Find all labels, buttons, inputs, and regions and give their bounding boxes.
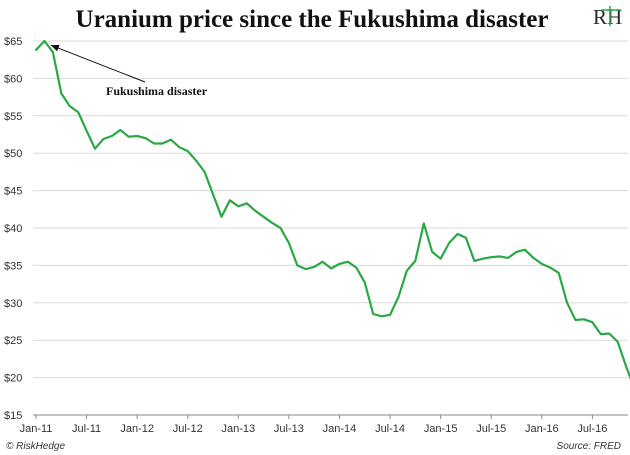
y-tick-label: $15 (4, 410, 22, 422)
x-tick-label: Jul-11 (72, 423, 101, 435)
annotation-label: Fukushima disaster (106, 84, 208, 98)
footer-source: Source: FRED (557, 441, 621, 452)
y-axis: $15 $20 $25 $30 $35 $40 $45 $50 $55 $60 $65 (4, 36, 22, 422)
y-tick-label: $45 (4, 186, 22, 198)
footer-credit: © RiskHedge (6, 441, 65, 452)
y-tick-label: $65 (4, 36, 22, 48)
x-tick-label: Jan-12 (120, 423, 154, 435)
y-tick-label: $20 (4, 373, 22, 385)
x-tick-label: Jan-11 (20, 423, 53, 435)
logo-text: RH (593, 5, 622, 29)
y-tick-label: $25 (4, 335, 22, 347)
price-line (34, 39, 630, 380)
x-tick-label: Jul-15 (476, 423, 506, 435)
y-tick-label: $50 (4, 148, 22, 160)
x-tick-label: Jul-13 (274, 423, 304, 435)
x-tick-label: Jan-13 (221, 423, 255, 435)
y-tick-label: $55 (4, 111, 22, 123)
x-tick-label: Jan-15 (424, 423, 458, 435)
y-tick-label: $60 (4, 73, 22, 85)
x-tick-label: Jan-14 (323, 423, 357, 435)
x-tick-label: Jan-16 (525, 423, 559, 435)
annotation-arrow (50, 44, 146, 83)
annotation-arrowhead (50, 44, 60, 52)
y-tick-label: $40 (4, 223, 22, 235)
x-tick-label: Jul-14 (375, 423, 405, 435)
x-tick-label: Jul-12 (173, 423, 203, 435)
riskhedge-logo: RH (593, 5, 622, 29)
fukushima-annotation: Fukushima disaster (50, 44, 208, 98)
x-axis: Jan-11 Jul-11 Jan-12 Jul-12 Jan-13 Jul-13 Jan-… (20, 414, 628, 435)
y-tick-label: $30 (4, 298, 22, 310)
x-tick-label: Jul-16 (577, 423, 607, 435)
y-tick-label: $35 (4, 260, 22, 272)
price-series (34, 39, 630, 380)
chart-title: Uranium price since the Fukushima disast… (76, 6, 549, 33)
